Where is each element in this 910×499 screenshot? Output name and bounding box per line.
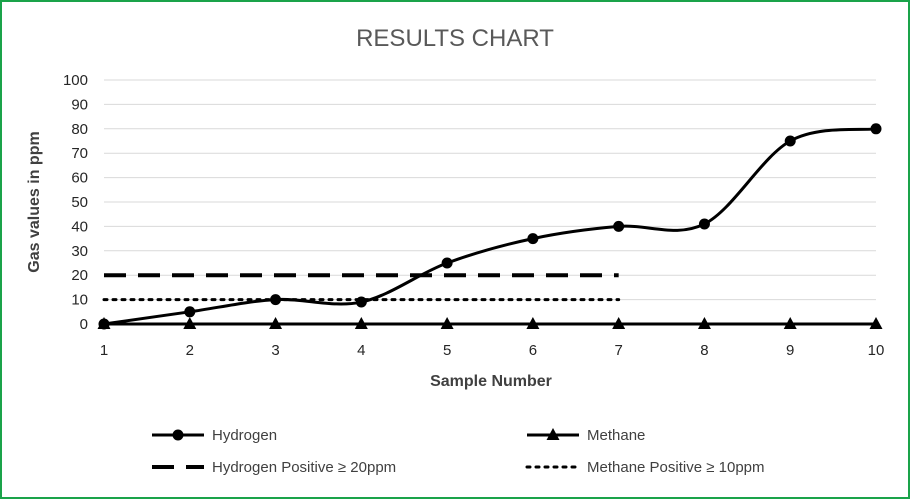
hydrogen-point <box>98 318 110 330</box>
chart-title: RESULTS CHART <box>356 25 554 52</box>
x-axis-label: Sample Number <box>430 373 552 390</box>
y-tick-label: 100 <box>63 72 88 89</box>
x-tick-label: 2 <box>186 342 194 359</box>
y-tick-label: 80 <box>71 121 88 138</box>
y-axis-label: Gas values in ppm <box>26 131 43 272</box>
methane-point <box>440 317 454 329</box>
legend-label: Hydrogen <box>212 427 277 444</box>
y-tick-label: 30 <box>71 243 88 260</box>
x-tick-label: 9 <box>786 342 794 359</box>
x-tick-label: 8 <box>700 342 708 359</box>
legend-item-1: Methane <box>527 427 645 444</box>
x-tick-label: 10 <box>868 342 885 359</box>
y-tick-label: 10 <box>71 292 88 309</box>
methane-point <box>697 317 711 329</box>
hydrogen-point <box>355 296 367 308</box>
y-tick-label: 50 <box>71 194 88 211</box>
methane-point <box>783 317 797 329</box>
x-tick-label: 3 <box>271 342 279 359</box>
series-line-0 <box>103 127 877 326</box>
hydrogen-point <box>184 306 196 318</box>
legend-item-2: Hydrogen Positive ≥ 20ppm <box>152 459 396 476</box>
x-tick-label: 4 <box>357 342 365 359</box>
hydrogen-point <box>527 233 539 245</box>
x-tick-label: 5 <box>443 342 451 359</box>
legend-label: Methane <box>587 427 645 444</box>
y-tick-label: 90 <box>71 96 88 113</box>
x-tick-label: 7 <box>614 342 622 359</box>
legend-item-0: Hydrogen <box>152 427 277 444</box>
legend-item-3: Methane Positive ≥ 10ppm <box>525 459 765 476</box>
hydrogen-point <box>441 257 453 269</box>
hydrogen-point <box>784 135 796 147</box>
legend-label: Hydrogen Positive ≥ 20ppm <box>212 459 396 476</box>
x-tick-label: 1 <box>100 342 108 359</box>
methane-point <box>183 317 197 329</box>
legend: Hydrogen Methane Hydrogen Positive ≥ 20ppm… <box>152 427 765 476</box>
legend-marker <box>172 429 184 441</box>
hydrogen-point <box>698 218 710 230</box>
gridlines <box>104 79 876 301</box>
y-tick-label: 20 <box>71 267 88 284</box>
legend-marker <box>546 428 560 440</box>
y-tick-label: 40 <box>71 218 88 235</box>
hydrogen-point <box>613 220 625 232</box>
methane-point <box>526 317 540 329</box>
series-markers <box>97 123 883 330</box>
methane-point <box>612 317 626 329</box>
methane-point <box>354 317 368 329</box>
methane-point <box>869 317 883 329</box>
hydrogen-point <box>870 123 882 135</box>
series-lines <box>102 127 877 326</box>
y-tick-label: 60 <box>71 170 88 187</box>
y-tick-label: 0 <box>80 316 88 333</box>
legend-label: Methane Positive ≥ 10ppm <box>587 459 765 476</box>
y-axis-ticks: 0 10 20 30 40 50 60 70 80 90 100 <box>63 72 88 333</box>
hydrogen-point <box>270 294 282 306</box>
x-axis-ticks: 1 2 3 4 5 6 7 8 9 10 <box>100 342 885 359</box>
x-tick-label: 6 <box>529 342 537 359</box>
y-tick-label: 70 <box>71 145 88 162</box>
methane-point <box>269 317 283 329</box>
